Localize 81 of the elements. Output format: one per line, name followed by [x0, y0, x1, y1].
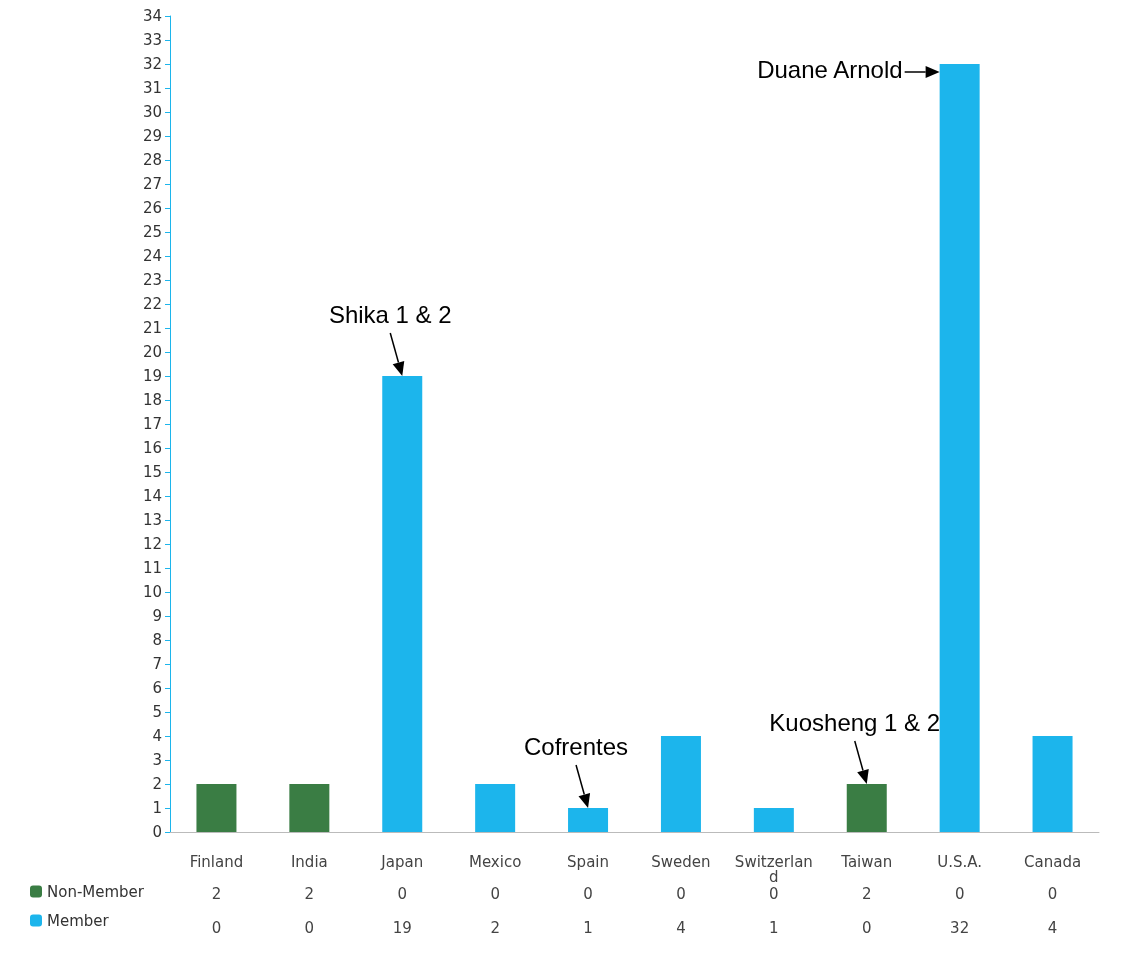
bar	[196, 784, 237, 832]
bar	[660, 736, 701, 832]
data-label: 0	[211, 919, 222, 937]
y-tick-label: 5	[152, 703, 162, 721]
data-label: 0	[676, 885, 686, 903]
data-label: 0	[304, 919, 315, 937]
data-label: 1	[583, 919, 593, 937]
x-tick-label: Mexico	[468, 852, 522, 871]
bar	[568, 808, 609, 832]
x-tick-label: Spain	[567, 852, 610, 871]
y-tick-label: 27	[142, 175, 162, 193]
y-tick-label: 31	[142, 79, 162, 97]
annotation: Duane Arnold	[757, 56, 903, 84]
x-tick-label: India	[290, 852, 328, 871]
y-tick-label: 1	[152, 799, 162, 817]
x-tick-label: Taiwan	[840, 852, 893, 871]
bar	[1032, 736, 1073, 832]
y-tick-label: 8	[152, 631, 162, 649]
y-tick-label: 3	[152, 751, 162, 769]
annotation: Cofrentes	[524, 733, 629, 761]
y-tick-label: 23	[142, 271, 162, 289]
data-label: 4	[676, 919, 686, 937]
y-tick-label: 6	[152, 679, 162, 697]
annotation: Shika 1 & 2	[328, 301, 452, 329]
y-tick-label: 34	[142, 7, 162, 25]
data-label: 32	[950, 919, 970, 937]
y-tick-label: 19	[142, 367, 162, 385]
legend-label: Non-Member	[47, 882, 145, 901]
y-tick-label: 11	[142, 559, 162, 577]
y-tick-label: 16	[142, 439, 162, 457]
y-tick-label: 24	[142, 247, 162, 265]
data-label: 4	[1047, 919, 1058, 937]
data-label: 1	[769, 919, 779, 937]
data-label: 2	[304, 885, 315, 903]
data-label: 2	[490, 919, 500, 937]
y-tick-label: 10	[142, 583, 162, 601]
data-label: 0	[490, 885, 500, 903]
x-tick-label: U.S.A.	[937, 852, 983, 871]
bar	[475, 784, 516, 832]
data-label: 0	[583, 885, 593, 903]
data-label: 0	[861, 919, 872, 937]
x-tick-label: Finland	[189, 852, 244, 871]
y-tick-label: 28	[142, 151, 162, 169]
y-tick-label: 30	[142, 103, 162, 121]
y-tick-label: 7	[152, 655, 162, 673]
x-tick-label: Sweden	[651, 852, 711, 871]
y-tick-label: 29	[142, 127, 162, 145]
bar	[382, 376, 423, 832]
y-tick-label: 18	[142, 391, 162, 409]
y-tick-label: 33	[142, 31, 162, 49]
data-label: 0	[1047, 885, 1058, 903]
data-label: 2	[861, 885, 872, 903]
y-tick-label: 0	[152, 823, 162, 841]
data-label: 2	[211, 885, 222, 903]
bar	[289, 784, 330, 832]
x-tick-label: Japan	[380, 852, 424, 871]
annotation: Kuosheng 1 & 2	[769, 709, 941, 737]
y-tick-label: 9	[152, 607, 162, 625]
data-label: 19	[392, 919, 412, 937]
y-tick-label: 25	[142, 223, 162, 241]
y-tick-label: 22	[142, 295, 162, 313]
y-tick-label: 4	[152, 727, 162, 745]
data-label: 0	[769, 885, 779, 903]
x-tick-label: Switzerland	[734, 852, 813, 886]
x-tick-label: Canada	[1024, 852, 1082, 871]
y-tick-label: 17	[142, 415, 162, 433]
y-tick-label: 20	[142, 343, 162, 361]
y-tick-label: 21	[142, 319, 162, 337]
y-tick-label: 26	[142, 199, 162, 217]
bar	[753, 808, 794, 832]
y-tick-label: 13	[142, 511, 162, 529]
legend-label: Member	[47, 911, 110, 930]
y-tick-label: 32	[142, 55, 162, 73]
bar	[939, 64, 980, 832]
y-tick-label: 14	[142, 487, 162, 505]
y-tick-label: 15	[142, 463, 162, 481]
bar	[846, 784, 887, 832]
y-tick-label: 12	[142, 535, 162, 553]
data-label: 0	[954, 885, 965, 903]
y-tick-label: 2	[152, 775, 162, 793]
data-label: 0	[397, 885, 408, 903]
